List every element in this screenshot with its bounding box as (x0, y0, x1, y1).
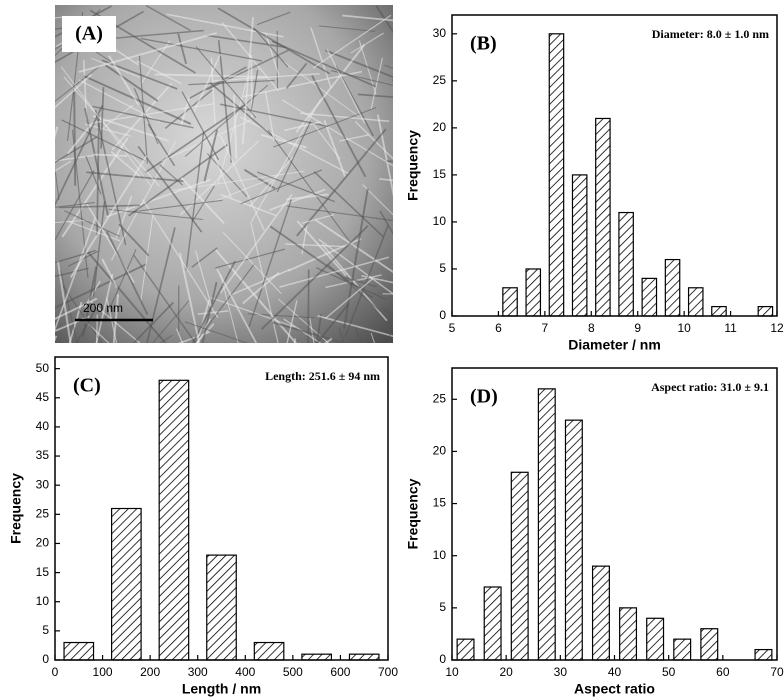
y-tick-label: 0 (439, 652, 446, 666)
bar (755, 650, 772, 660)
y-tick-label: 25 (433, 73, 447, 87)
y-tick-label: 35 (36, 448, 50, 462)
figure: (A) 200 nm 05101520253056789101112Diamet… (0, 0, 784, 697)
y-tick-label: 45 (36, 390, 50, 404)
bar (254, 643, 283, 660)
y-tick-label: 5 (439, 600, 446, 614)
x-tick-label: 70 (770, 665, 784, 679)
x-tick-label: 11 (724, 321, 737, 335)
bar (674, 639, 691, 660)
bar (511, 472, 528, 660)
y-tick-label: 50 (36, 361, 50, 375)
bar (647, 618, 664, 660)
x-tick-label: 600 (330, 665, 350, 679)
bar (712, 307, 726, 316)
x-tick-label: 8 (588, 321, 595, 335)
panel-label: (D) (470, 386, 498, 408)
x-tick-label: 50 (662, 665, 676, 679)
x-tick-label: 10 (445, 665, 459, 679)
y-tick-label: 30 (433, 26, 447, 40)
y-tick-label: 20 (36, 536, 50, 550)
bar (526, 269, 540, 316)
y-tick-label: 25 (36, 506, 50, 520)
scale-bar-label: 200 nm (83, 301, 123, 315)
annotation: Aspect ratio: 31.0 ± 9.1 (651, 380, 769, 394)
x-tick-label: 12 (770, 321, 784, 335)
x-tick-label: 20 (499, 665, 513, 679)
panel-label: (B) (470, 33, 497, 55)
annotation: Diameter: 8.0 ± 1.0 nm (652, 27, 769, 41)
plot-frame (452, 15, 777, 316)
y-tick-label: 10 (36, 594, 50, 608)
y-axis-label: Frequency (405, 478, 421, 549)
x-axis-label: Aspect ratio (574, 681, 655, 697)
bar (457, 639, 474, 660)
bar (503, 288, 517, 316)
bar (572, 175, 586, 316)
bar (701, 629, 718, 660)
y-axis-label: Frequency (8, 473, 24, 544)
bar (159, 380, 188, 660)
bar (593, 566, 610, 660)
bar (565, 420, 582, 660)
y-tick-label: 5 (439, 261, 446, 275)
x-tick-label: 60 (716, 665, 730, 679)
bar (112, 509, 141, 661)
y-tick-label: 20 (433, 444, 447, 458)
bar (619, 213, 633, 316)
y-tick-label: 15 (433, 167, 447, 181)
panel-label: (C) (73, 375, 101, 397)
bar (64, 643, 93, 660)
x-tick-label: 0 (52, 665, 59, 679)
y-tick-label: 15 (36, 565, 50, 579)
annotation: Length: 251.6 ± 94 nm (265, 369, 380, 383)
x-tick-label: 10 (677, 321, 691, 335)
x-tick-label: 700 (378, 665, 398, 679)
y-tick-label: 40 (36, 419, 50, 433)
x-axis-label: Diameter / nm (568, 337, 661, 353)
bar (302, 654, 331, 660)
y-tick-label: 20 (433, 120, 447, 134)
bar (665, 260, 679, 316)
bar (758, 307, 772, 316)
y-tick-label: 0 (42, 652, 49, 666)
y-tick-label: 5 (42, 623, 49, 637)
y-tick-label: 10 (433, 214, 447, 228)
y-tick-label: 30 (36, 477, 50, 491)
panel-label: (A) (75, 23, 103, 45)
y-tick-label: 10 (433, 548, 447, 562)
bar (689, 288, 703, 316)
y-tick-label: 25 (433, 391, 447, 405)
x-tick-label: 30 (554, 665, 568, 679)
y-tick-label: 0 (439, 308, 446, 322)
x-tick-label: 100 (93, 665, 113, 679)
bar (484, 587, 501, 660)
x-tick-label: 200 (140, 665, 160, 679)
x-tick-label: 7 (542, 321, 549, 335)
x-axis-label: Length / nm (182, 681, 261, 697)
bar (207, 555, 236, 660)
bar (596, 118, 610, 316)
y-axis-label: Frequency (405, 130, 421, 201)
x-tick-label: 500 (283, 665, 303, 679)
bar (620, 608, 637, 660)
bar (538, 389, 555, 660)
x-tick-label: 400 (235, 665, 255, 679)
x-tick-label: 300 (188, 665, 208, 679)
bar (349, 654, 378, 660)
x-tick-label: 6 (495, 321, 502, 335)
bar (549, 34, 563, 316)
x-tick-label: 40 (608, 665, 622, 679)
y-tick-label: 15 (433, 496, 447, 510)
x-tick-label: 5 (449, 321, 456, 335)
x-tick-label: 9 (634, 321, 641, 335)
bar (642, 278, 656, 316)
